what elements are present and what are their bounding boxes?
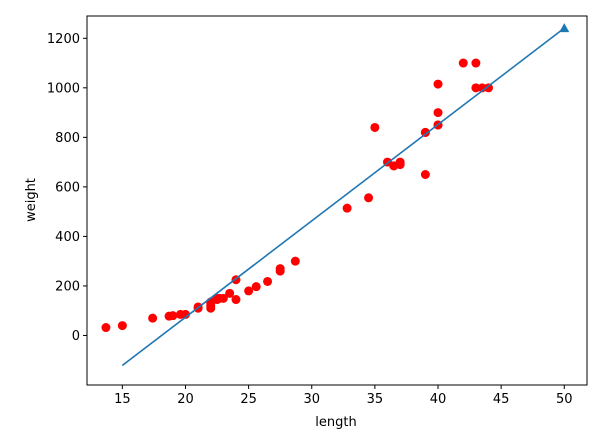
data-point: [290, 256, 300, 266]
data-point: [225, 288, 235, 298]
data-point: [458, 58, 468, 68]
plot-area: [101, 23, 570, 367]
x-tick-label: 45: [493, 392, 510, 407]
x-tick-label: 40: [430, 392, 447, 407]
x-tick-label: 35: [367, 392, 384, 407]
data-point: [395, 157, 405, 167]
data-point: [484, 83, 494, 93]
x-tick-label: 50: [556, 392, 573, 407]
y-tick-label: 600: [55, 180, 80, 195]
data-point: [101, 323, 111, 333]
regression-line: [121, 27, 565, 367]
y-tick-label: 400: [55, 230, 80, 245]
data-point: [117, 321, 127, 331]
data-point: [420, 169, 430, 179]
data-point: [168, 311, 178, 321]
data-point: [244, 286, 254, 296]
data-point: [180, 309, 190, 319]
data-point: [218, 293, 228, 303]
x-axis: 15 20 25 30 35 40 45 50: [114, 385, 573, 407]
y-tick-label: 1200: [47, 32, 80, 47]
prediction-marker: [559, 23, 570, 33]
data-point: [251, 282, 261, 292]
y-tick-label: 800: [55, 131, 80, 146]
y-axis-title: weight: [24, 178, 39, 222]
axes-frame: [86, 15, 588, 386]
y-tick-label: 1000: [47, 81, 80, 96]
data-point: [477, 83, 487, 93]
data-point: [263, 276, 273, 286]
x-axis-title: length: [315, 415, 356, 430]
data-point: [433, 108, 443, 118]
data-point: [364, 193, 374, 203]
data-point: [231, 295, 241, 305]
x-tick-label: 25: [240, 392, 257, 407]
y-tick-label: 0: [72, 329, 80, 344]
y-axis: 0 200 400 600 800 1000 1200: [47, 32, 87, 344]
data-point: [342, 203, 352, 213]
data-point: [370, 122, 380, 132]
x-tick-label: 30: [303, 392, 320, 407]
data-point: [471, 58, 481, 68]
data-point: [420, 127, 430, 137]
data-point: [275, 264, 285, 274]
data-point: [433, 79, 443, 89]
x-tick-label: 15: [114, 392, 131, 407]
data-point: [471, 83, 481, 93]
data-point: [148, 313, 158, 323]
y-tick-label: 200: [55, 279, 80, 294]
x-tick-label: 20: [177, 392, 194, 407]
